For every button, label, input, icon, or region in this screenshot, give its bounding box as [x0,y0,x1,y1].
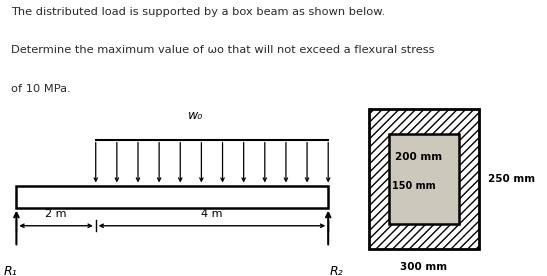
Text: R₂: R₂ [330,265,343,276]
Bar [389,134,458,224]
Text: The distributed load is supported by a box beam as shown below.: The distributed load is supported by a b… [11,7,385,17]
Text: 250 mm: 250 mm [488,174,536,184]
Text: R₁: R₁ [4,265,18,276]
Text: Determine the maximum value of ωo that will not exceed a flexural stress: Determine the maximum value of ωo that w… [11,45,434,55]
Text: 4 m: 4 m [201,209,223,219]
Text: 2 m: 2 m [45,209,67,219]
Bar [16,186,328,208]
Text: of 10 MPa.: of 10 MPa. [11,84,71,94]
Text: 200 mm: 200 mm [395,152,442,162]
Text: 150 mm: 150 mm [392,181,435,191]
Text: w₀: w₀ [188,109,203,122]
Text: 300 mm: 300 mm [400,262,447,272]
Bar [369,109,479,249]
